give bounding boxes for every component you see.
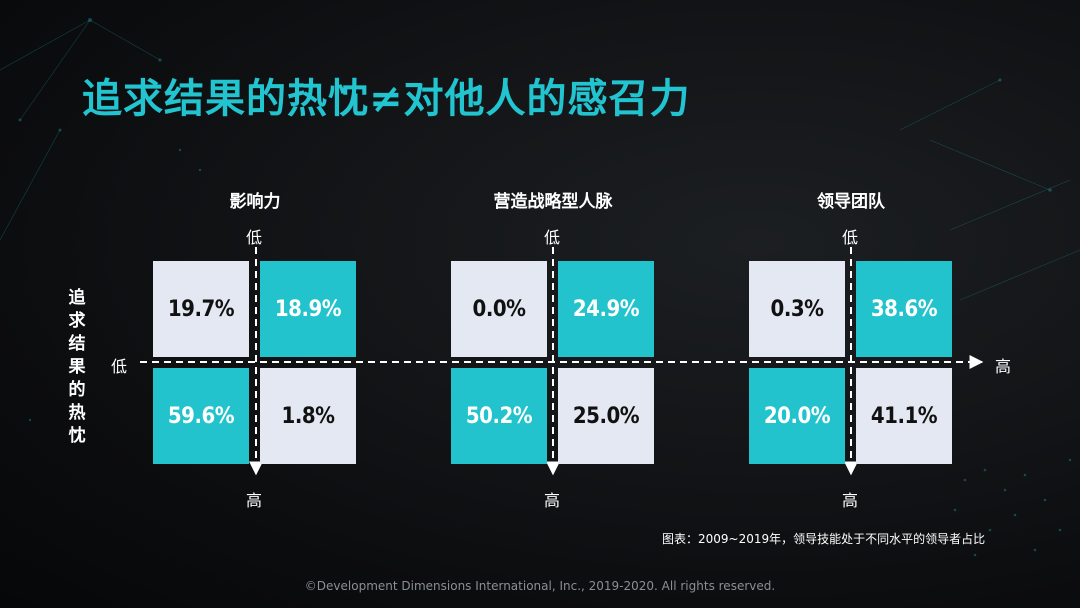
panel2-bottom-high-label: 高 <box>544 491 561 510</box>
panel2-cell-top-right: 24.9% <box>558 261 654 357</box>
panel1-cell-top-left: 19.7% <box>153 261 249 357</box>
row-axis-label: 追求结果的热忱 <box>68 288 86 446</box>
panel-title-lead-team: 领导团队 <box>817 192 885 212</box>
panel1-cell-bottom-left: 59.6% <box>153 368 249 464</box>
copyright-footer: ©Development Dimensions International, I… <box>304 579 776 593</box>
panel3-cell-bottom-right: 41.1% <box>856 368 952 464</box>
chart-caption: 图表：2009~2019年，领导技能处于不同水平的领导者占比 <box>662 532 986 546</box>
panel1-cell-bottom-right: 1.8% <box>260 368 356 464</box>
panel-title-strategic-network: 营造战略型人脉 <box>493 192 613 212</box>
panel3-bottom-high-label: 高 <box>842 491 859 510</box>
panel2-cell-top-left: 0.0% <box>451 261 547 357</box>
panel1-bottom-high-label: 高 <box>246 491 263 510</box>
panel1-cell-top-right: 18.9% <box>260 261 356 357</box>
row-axis-low-label: 低 <box>111 357 128 376</box>
panel-title-influence: 影响力 <box>229 192 281 212</box>
panel1-top-low-label: 低 <box>246 228 263 247</box>
panel3-top-low-label: 低 <box>842 228 859 247</box>
slide-title: 追求结果的热忱≠对他人的感召力 <box>82 76 691 122</box>
panel3-cell-top-left: 0.3% <box>749 261 845 357</box>
panel3-cell-bottom-left: 20.0% <box>749 368 845 464</box>
panel3-cell-top-right: 38.6% <box>856 261 952 357</box>
row-axis-high-label: 高 <box>995 357 1012 376</box>
panel2-cell-bottom-left: 50.2% <box>451 368 547 464</box>
panel2-top-low-label: 低 <box>544 228 561 247</box>
panel2-cell-bottom-right: 25.0% <box>558 368 654 464</box>
